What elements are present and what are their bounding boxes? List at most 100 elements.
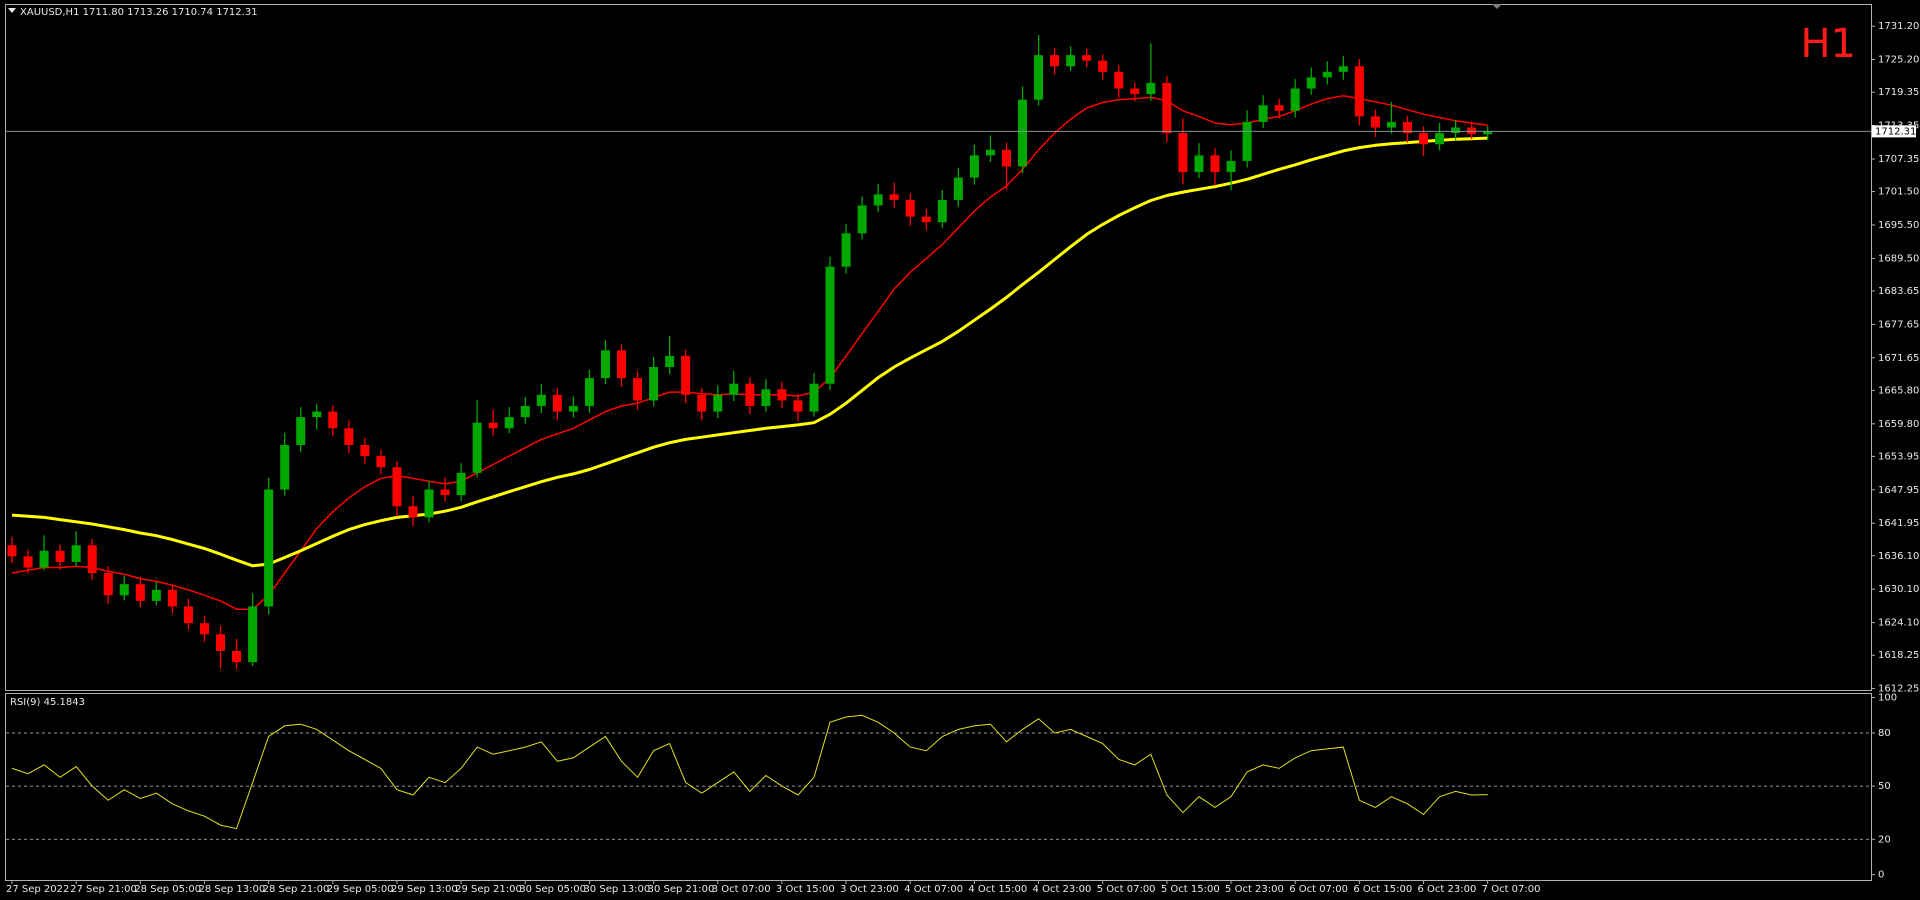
candle-body — [1001, 149, 1011, 167]
candle-body — [809, 383, 819, 412]
candle-body — [472, 422, 482, 473]
candle-body — [1210, 155, 1220, 173]
candle-body — [873, 194, 883, 206]
candle-body — [841, 233, 851, 267]
x-tick-label: 4 Oct 15:00 — [968, 884, 1027, 895]
x-tick-label: 3 Oct 07:00 — [712, 884, 771, 895]
y-tick-label: 1701.50 — [1878, 187, 1919, 198]
candle-body — [649, 366, 659, 401]
symbol-header: XAUUSD,H1 1711.80 1713.26 1710.74 1712.3… — [20, 7, 258, 18]
candle-body — [1050, 55, 1060, 67]
candle-body — [1435, 133, 1445, 145]
candle-body — [408, 506, 418, 518]
candle-body — [1098, 60, 1108, 72]
y-tick-label: 1671.65 — [1878, 353, 1919, 364]
y-tick-label: 1618.25 — [1878, 650, 1919, 661]
candle-body — [1386, 121, 1396, 128]
candle-body — [504, 417, 514, 429]
candle-body — [71, 545, 81, 562]
x-tick-label: 3 Oct 15:00 — [776, 884, 835, 895]
price-label-box — [1872, 125, 1916, 138]
x-tick-label: 6 Oct 15:00 — [1353, 884, 1412, 895]
candle-body — [488, 422, 498, 429]
candle-body — [1290, 88, 1300, 111]
candle-body — [7, 545, 17, 557]
candle-body — [905, 199, 915, 217]
candle-body — [135, 584, 145, 601]
x-tick-label: 28 Sep 13:00 — [198, 884, 265, 895]
x-tick-label: 6 Oct 07:00 — [1289, 884, 1348, 895]
candle-body — [1483, 131, 1493, 135]
candle-body — [617, 350, 627, 379]
candle-body — [216, 634, 226, 652]
candle-body — [199, 623, 209, 635]
rsi-header: RSI(9) 45.1843 — [10, 697, 85, 708]
candle-body — [1146, 82, 1156, 95]
x-tick-label: 6 Oct 23:00 — [1418, 884, 1477, 895]
y-tick-label: 1641.95 — [1878, 518, 1919, 529]
candle-body — [600, 350, 610, 379]
candle-body — [697, 394, 707, 412]
candle-body — [183, 606, 193, 624]
x-tick-label: 30 Sep 13:00 — [583, 884, 650, 895]
candle-body — [39, 550, 49, 568]
y-tick-label: 1707.35 — [1878, 154, 1919, 165]
y-tick-label: 1624.10 — [1878, 618, 1919, 629]
candle-body — [312, 411, 322, 418]
candle-body — [520, 405, 530, 418]
candle-body — [761, 389, 771, 406]
x-tick-label: 29 Sep 13:00 — [391, 884, 458, 895]
candle-body — [1066, 55, 1076, 67]
candle-body — [296, 417, 306, 445]
y-tick-label: 80 — [1878, 728, 1891, 739]
candle-body — [232, 651, 242, 663]
y-tick-label: 1725.20 — [1878, 55, 1919, 66]
candle-body — [280, 444, 290, 490]
candle-body — [392, 467, 402, 507]
menu-triangle[interactable] — [8, 8, 16, 13]
y-tick-label: 1683.65 — [1878, 286, 1919, 297]
y-tick-label: 1731.20 — [1878, 21, 1919, 32]
y-tick-label: 100 — [1878, 693, 1897, 704]
candle-body — [777, 389, 787, 401]
y-tick-label: 50 — [1878, 781, 1891, 792]
y-tick-label: 1689.50 — [1878, 253, 1919, 264]
x-tick-label: 29 Sep 05:00 — [327, 884, 394, 895]
y-tick-label: 1665.80 — [1878, 385, 1919, 396]
y-tick-label: 1630.10 — [1878, 584, 1919, 595]
candle-body — [1306, 77, 1316, 89]
candle-body — [1354, 66, 1364, 117]
rsi-line — [11, 714, 1488, 830]
candle-body — [665, 355, 675, 367]
x-tick-label: 4 Oct 23:00 — [1033, 884, 1092, 895]
x-tick-label: 28 Sep 21:00 — [263, 884, 330, 895]
candle-body — [536, 394, 546, 406]
y-tick-label: 1653.95 — [1878, 451, 1919, 462]
y-tick-label: 1647.95 — [1878, 485, 1919, 496]
candle-body — [1419, 133, 1429, 145]
candle-body — [1370, 116, 1380, 128]
y-tick-label: 1612.25 — [1878, 684, 1919, 695]
price-label: 1712.31 — [1875, 126, 1916, 137]
candle-body — [1242, 121, 1252, 161]
candle-body — [825, 266, 835, 384]
candle-body — [167, 589, 177, 607]
candle-body — [23, 556, 33, 568]
candle-body — [568, 405, 578, 412]
x-tick-label: 30 Sep 05:00 — [519, 884, 586, 895]
candle-body — [1034, 55, 1044, 100]
candle-body — [360, 444, 370, 457]
candle-body — [103, 573, 113, 596]
candle-body — [55, 550, 65, 562]
main-pane-frame — [5, 4, 1872, 691]
candle-body — [985, 149, 995, 156]
candle-body — [1130, 88, 1140, 95]
candle-body — [456, 472, 466, 496]
candle-body — [1162, 82, 1172, 134]
candle-body — [424, 489, 434, 518]
timeframe-label: H1 — [1800, 21, 1856, 67]
y-tick-label: 1659.80 — [1878, 419, 1919, 430]
candle-body — [745, 383, 755, 406]
x-tick-label: 29 Sep 21:00 — [455, 884, 522, 895]
candle-body — [1178, 133, 1188, 173]
